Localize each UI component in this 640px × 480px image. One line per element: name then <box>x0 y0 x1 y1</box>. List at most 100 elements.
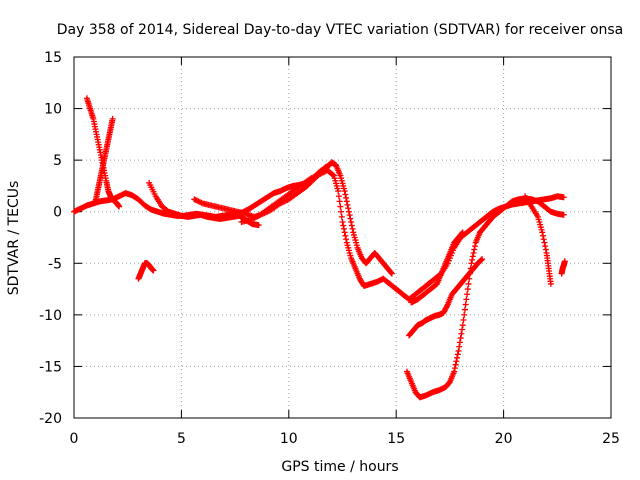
data-point <box>471 246 478 253</box>
data-point <box>461 306 468 313</box>
data-point <box>466 275 473 282</box>
data-point <box>457 335 464 342</box>
data-series <box>71 95 568 401</box>
data-point <box>329 171 336 178</box>
x-tick-label: 5 <box>177 431 186 447</box>
x-tick-label: 20 <box>495 431 513 447</box>
series-s3 <box>92 115 116 205</box>
data-point <box>560 211 567 218</box>
data-point <box>345 205 352 212</box>
data-point <box>451 368 458 375</box>
data-point <box>343 236 350 243</box>
data-point <box>459 229 466 236</box>
data-point <box>468 260 475 267</box>
data-point <box>459 322 466 329</box>
series-s10 <box>408 229 466 306</box>
x-tick-label: 25 <box>602 431 620 447</box>
data-point <box>462 301 469 308</box>
data-point <box>336 198 343 205</box>
data-point <box>459 326 466 333</box>
data-point <box>341 188 348 195</box>
data-point <box>344 201 351 208</box>
data-point <box>560 194 567 201</box>
data-point <box>454 351 461 358</box>
series-s8 <box>406 256 486 339</box>
y-tick-label: -15 <box>39 359 62 375</box>
data-point <box>460 317 467 324</box>
data-point <box>340 225 347 232</box>
data-point <box>343 194 350 201</box>
series-s11 <box>522 193 554 287</box>
y-tick-label: -5 <box>48 256 62 272</box>
data-point <box>337 203 344 210</box>
data-point <box>455 347 462 354</box>
data-point <box>469 253 476 260</box>
data-point <box>150 267 157 274</box>
x-tick-label: 15 <box>387 431 405 447</box>
data-point <box>561 258 568 265</box>
data-point <box>335 193 342 200</box>
data-point <box>255 222 262 229</box>
data-point <box>347 215 354 222</box>
data-point <box>542 243 549 250</box>
data-point <box>469 256 476 263</box>
data-point <box>349 225 356 232</box>
data-point <box>343 198 350 205</box>
grid <box>74 57 611 418</box>
data-point <box>540 236 547 243</box>
data-point <box>478 256 485 263</box>
data-point <box>338 208 345 215</box>
y-tick-label: 5 <box>53 153 62 169</box>
data-point <box>470 249 477 256</box>
data-point <box>456 339 463 346</box>
data-point <box>340 222 347 229</box>
data-point <box>471 243 478 250</box>
data-point <box>342 191 349 198</box>
y-tick-label: -10 <box>39 308 62 324</box>
data-point <box>542 246 549 253</box>
data-point <box>464 286 471 293</box>
series-s5 <box>146 179 262 229</box>
data-point <box>541 239 548 246</box>
data-point <box>109 115 116 122</box>
data-point <box>346 212 353 219</box>
data-point <box>466 270 473 277</box>
data-point <box>342 232 349 239</box>
data-point <box>458 330 465 337</box>
data-point <box>547 280 554 287</box>
data-point <box>463 296 470 303</box>
data-point <box>339 219 346 226</box>
x-axis-title: GPS time / hours <box>281 459 398 475</box>
data-point <box>479 256 486 263</box>
data-point <box>464 291 471 298</box>
data-point <box>465 280 472 287</box>
series-s4 <box>135 260 157 282</box>
data-point <box>539 232 546 239</box>
data-point <box>453 358 460 365</box>
series-s9 <box>403 195 567 401</box>
data-point <box>461 311 468 318</box>
data-point <box>388 269 395 276</box>
y-tick-label: -20 <box>39 411 62 427</box>
y-tick-label: 10 <box>44 102 62 118</box>
data-point <box>116 203 123 210</box>
data-point <box>467 265 474 272</box>
data-point <box>539 229 546 236</box>
data-point <box>454 354 461 361</box>
x-tick-labels: 0 5 10 15 20 25 <box>70 431 620 447</box>
data-point <box>335 188 342 195</box>
y-axis-title: SDTVAR / TECUs <box>6 181 22 296</box>
data-point <box>345 208 352 215</box>
axis-ticks <box>73 56 612 419</box>
series-s12 <box>558 258 568 277</box>
y-tick-label: 15 <box>44 50 62 66</box>
y-tick-label: 0 <box>53 205 62 221</box>
x-tick-label: 0 <box>70 431 79 447</box>
data-point <box>451 365 458 372</box>
plot-frame <box>73 56 612 419</box>
data-point <box>341 229 348 236</box>
data-point <box>459 230 466 237</box>
y-tick-labels: -20 -15 -10 -5 0 5 10 15 <box>39 50 62 427</box>
x-tick-label: 10 <box>280 431 298 447</box>
